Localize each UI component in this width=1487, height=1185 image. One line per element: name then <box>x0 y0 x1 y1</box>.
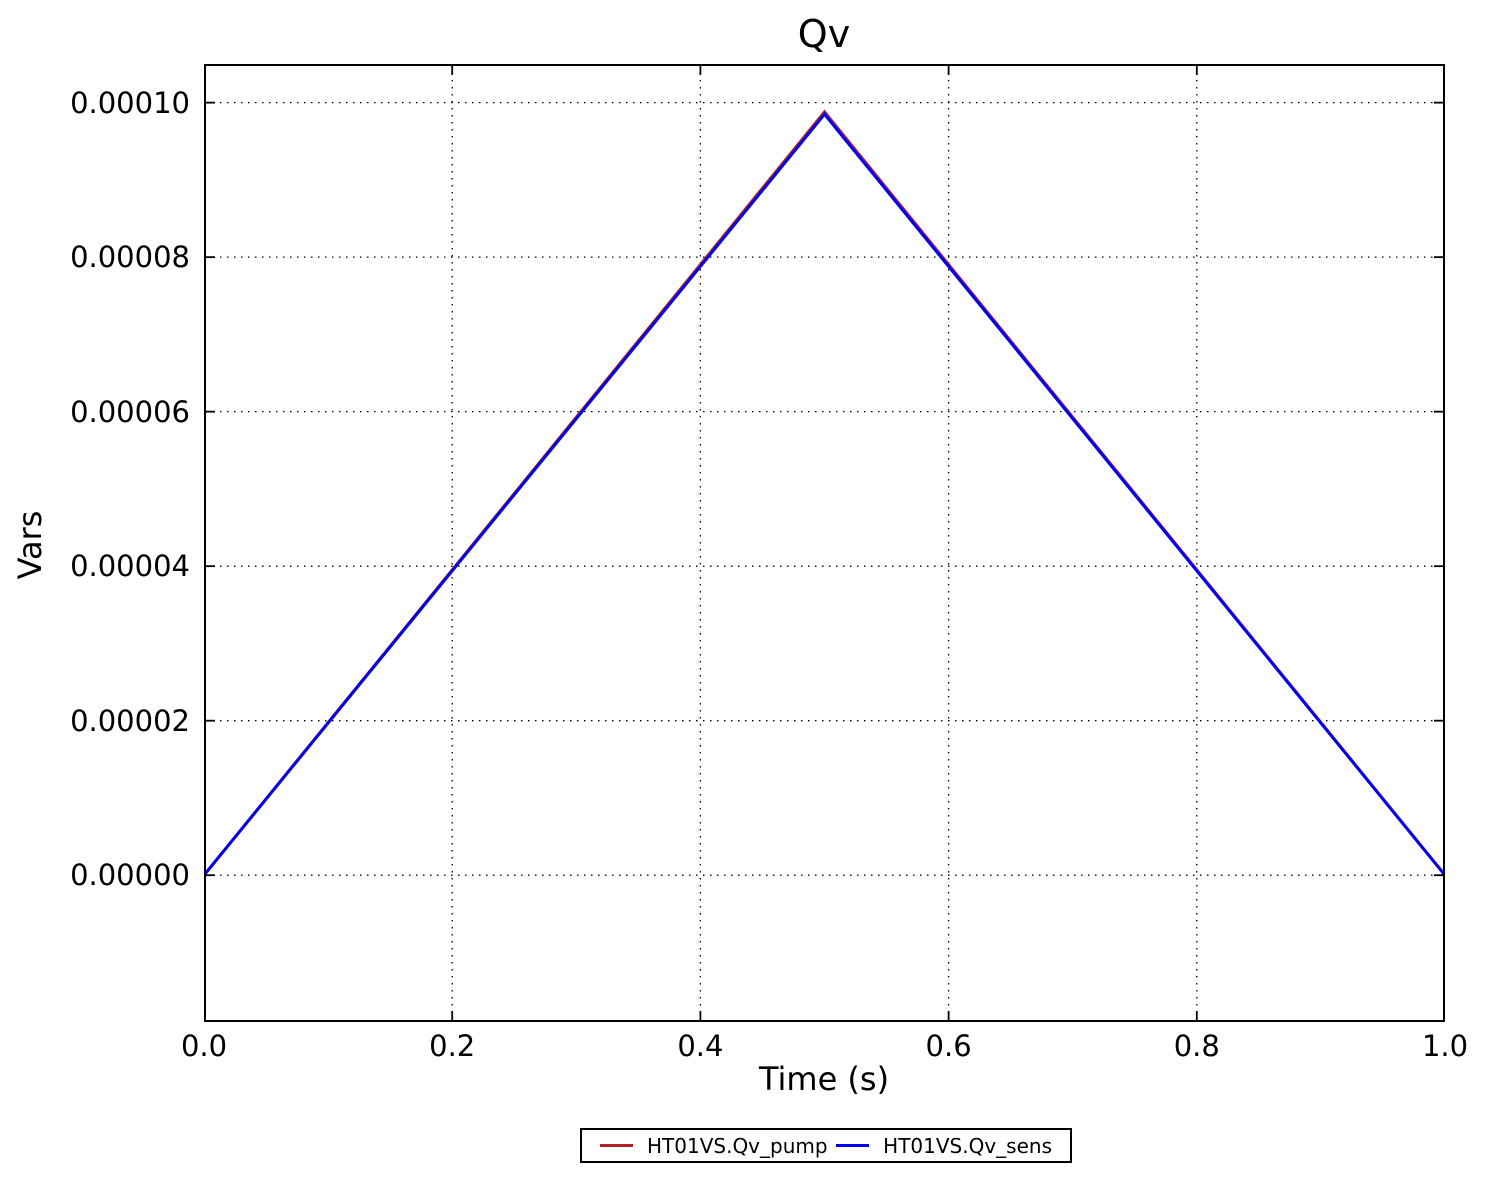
legend-line-sample-sens <box>836 1144 870 1147</box>
legend-label-pump: HT01VS.Qv_pump <box>647 1133 828 1158</box>
y-tick-label: 0.00004 <box>70 549 190 584</box>
x-tick-label: 0.2 <box>429 1029 476 1063</box>
x-tick-label: 0.6 <box>925 1029 972 1063</box>
y-tick-label: 0.00010 <box>70 85 190 120</box>
x-axis-label: Time (s) <box>758 1060 890 1098</box>
legend-line-sample-pump <box>600 1144 633 1147</box>
x-tick-label: 0.0 <box>180 1029 228 1063</box>
axes-border <box>204 64 1445 1022</box>
y-tick-label: 0.00008 <box>70 240 190 275</box>
x-tick-label: 1.0 <box>1421 1029 1469 1063</box>
y-tick-label: 0.00002 <box>70 703 190 738</box>
x-tick-label: 0.4 <box>677 1029 724 1063</box>
x-tick-label: 0.8 <box>1173 1029 1220 1063</box>
series-line-HT01VS.Qv_pump <box>204 109 1445 877</box>
y-tick-label: 0.00000 <box>70 858 190 893</box>
plot-area <box>204 64 1445 1022</box>
legend-label-sens: HT01VS.Qv_sens <box>883 1133 1052 1158</box>
legend-item-pump: HT01VS.Qv_pump <box>600 1134 828 1158</box>
chart-title: Qv <box>797 12 851 56</box>
y-tick-label: 0.00006 <box>70 394 190 429</box>
legend: HT01VS.Qv_pump HT01VS.Qv_sens <box>580 1128 1072 1163</box>
series-line-HT01VS.Qv_sens <box>204 111 1445 877</box>
legend-item-sens: HT01VS.Qv_sens <box>836 1134 1052 1158</box>
